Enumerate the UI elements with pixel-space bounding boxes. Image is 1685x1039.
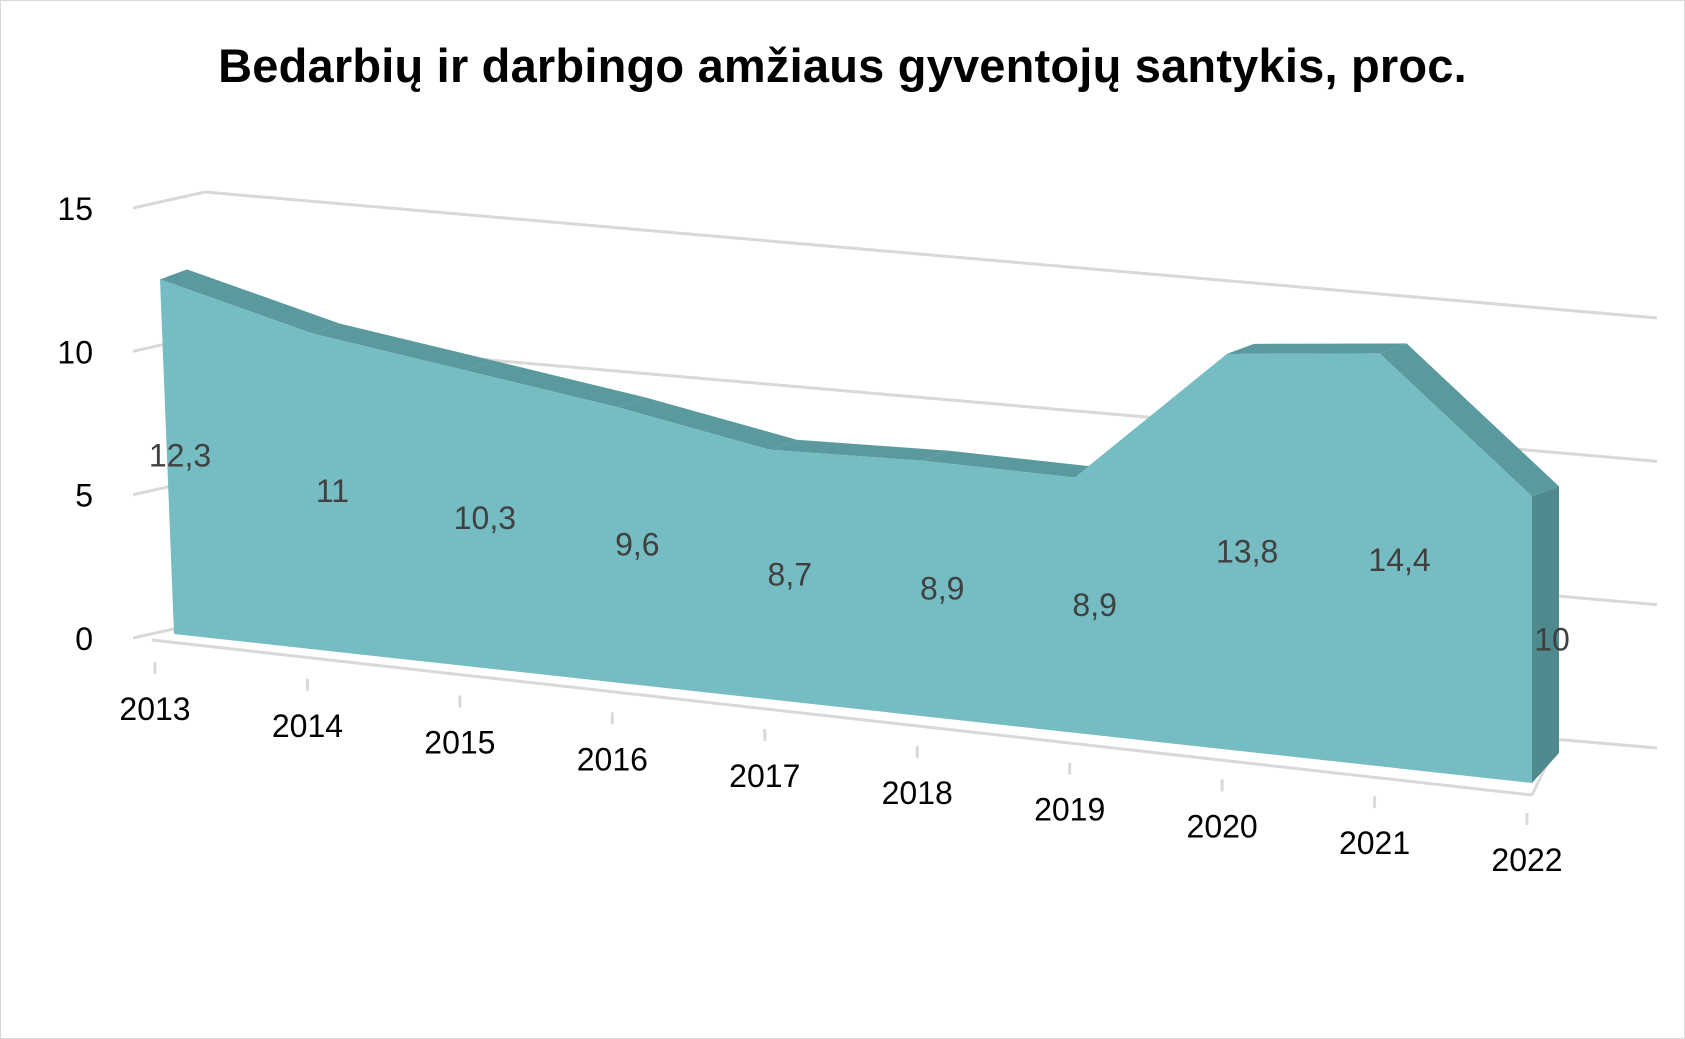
data-label: 10,3 (454, 500, 516, 536)
data-label: 8,7 (768, 556, 812, 592)
y-tick-label: 10 (57, 334, 93, 370)
x-tick-label: 2013 (119, 691, 190, 727)
y-tick-label: 0 (75, 621, 93, 657)
x-axis-line (151, 638, 1533, 797)
gridline-side (132, 190, 206, 210)
x-tick-label: 2016 (577, 741, 648, 777)
tick-labels: 0 5 10 15 2013 2014 2015 2016 2017 2018 2019 2020 20… (57, 191, 1562, 878)
area-top-segment (312, 323, 492, 371)
x-tick-label: 2020 (1187, 808, 1258, 844)
area-side-face (1532, 486, 1559, 783)
data-label: 9,6 (615, 527, 659, 563)
x-tick-label: 2015 (424, 725, 495, 761)
data-labels: 12,3 11 10,3 9,6 8,7 8,9 8,9 13,8 14,4 10 (149, 438, 1570, 658)
data-label: 10 (1534, 622, 1570, 658)
gridline (204, 190, 1658, 320)
x-tick-label: 2014 (272, 708, 343, 744)
x-tick-label: 2019 (1034, 792, 1105, 828)
area-top-segment (464, 360, 645, 408)
area-top-segment (1379, 343, 1559, 497)
y-tick-label: 5 (75, 478, 93, 514)
x-tick-label: 2022 (1491, 842, 1562, 878)
data-label: 13,8 (1216, 534, 1278, 570)
data-label: 8,9 (920, 570, 964, 606)
area-series (160, 269, 1559, 783)
axes (151, 638, 1554, 825)
x-tick-label: 2017 (729, 758, 800, 794)
data-label: 14,4 (1368, 542, 1430, 578)
x-tick-label: 2021 (1339, 825, 1410, 861)
data-label: 8,9 (1072, 587, 1116, 623)
area-front-face (160, 279, 1532, 783)
chart-title: Bedarbių ir darbingo amžiaus gyventojų s… (218, 39, 1467, 92)
area-top-segment (1227, 343, 1407, 354)
data-label: 11 (316, 473, 349, 509)
area-top-segment (769, 439, 950, 461)
y-tick-label: 15 (57, 191, 93, 227)
area-top-segment (160, 269, 340, 334)
x-tick-label: 2018 (882, 775, 953, 811)
data-label: 12,3 (149, 438, 211, 474)
area-top-segment (922, 450, 1102, 478)
area-top-segment (617, 397, 797, 450)
